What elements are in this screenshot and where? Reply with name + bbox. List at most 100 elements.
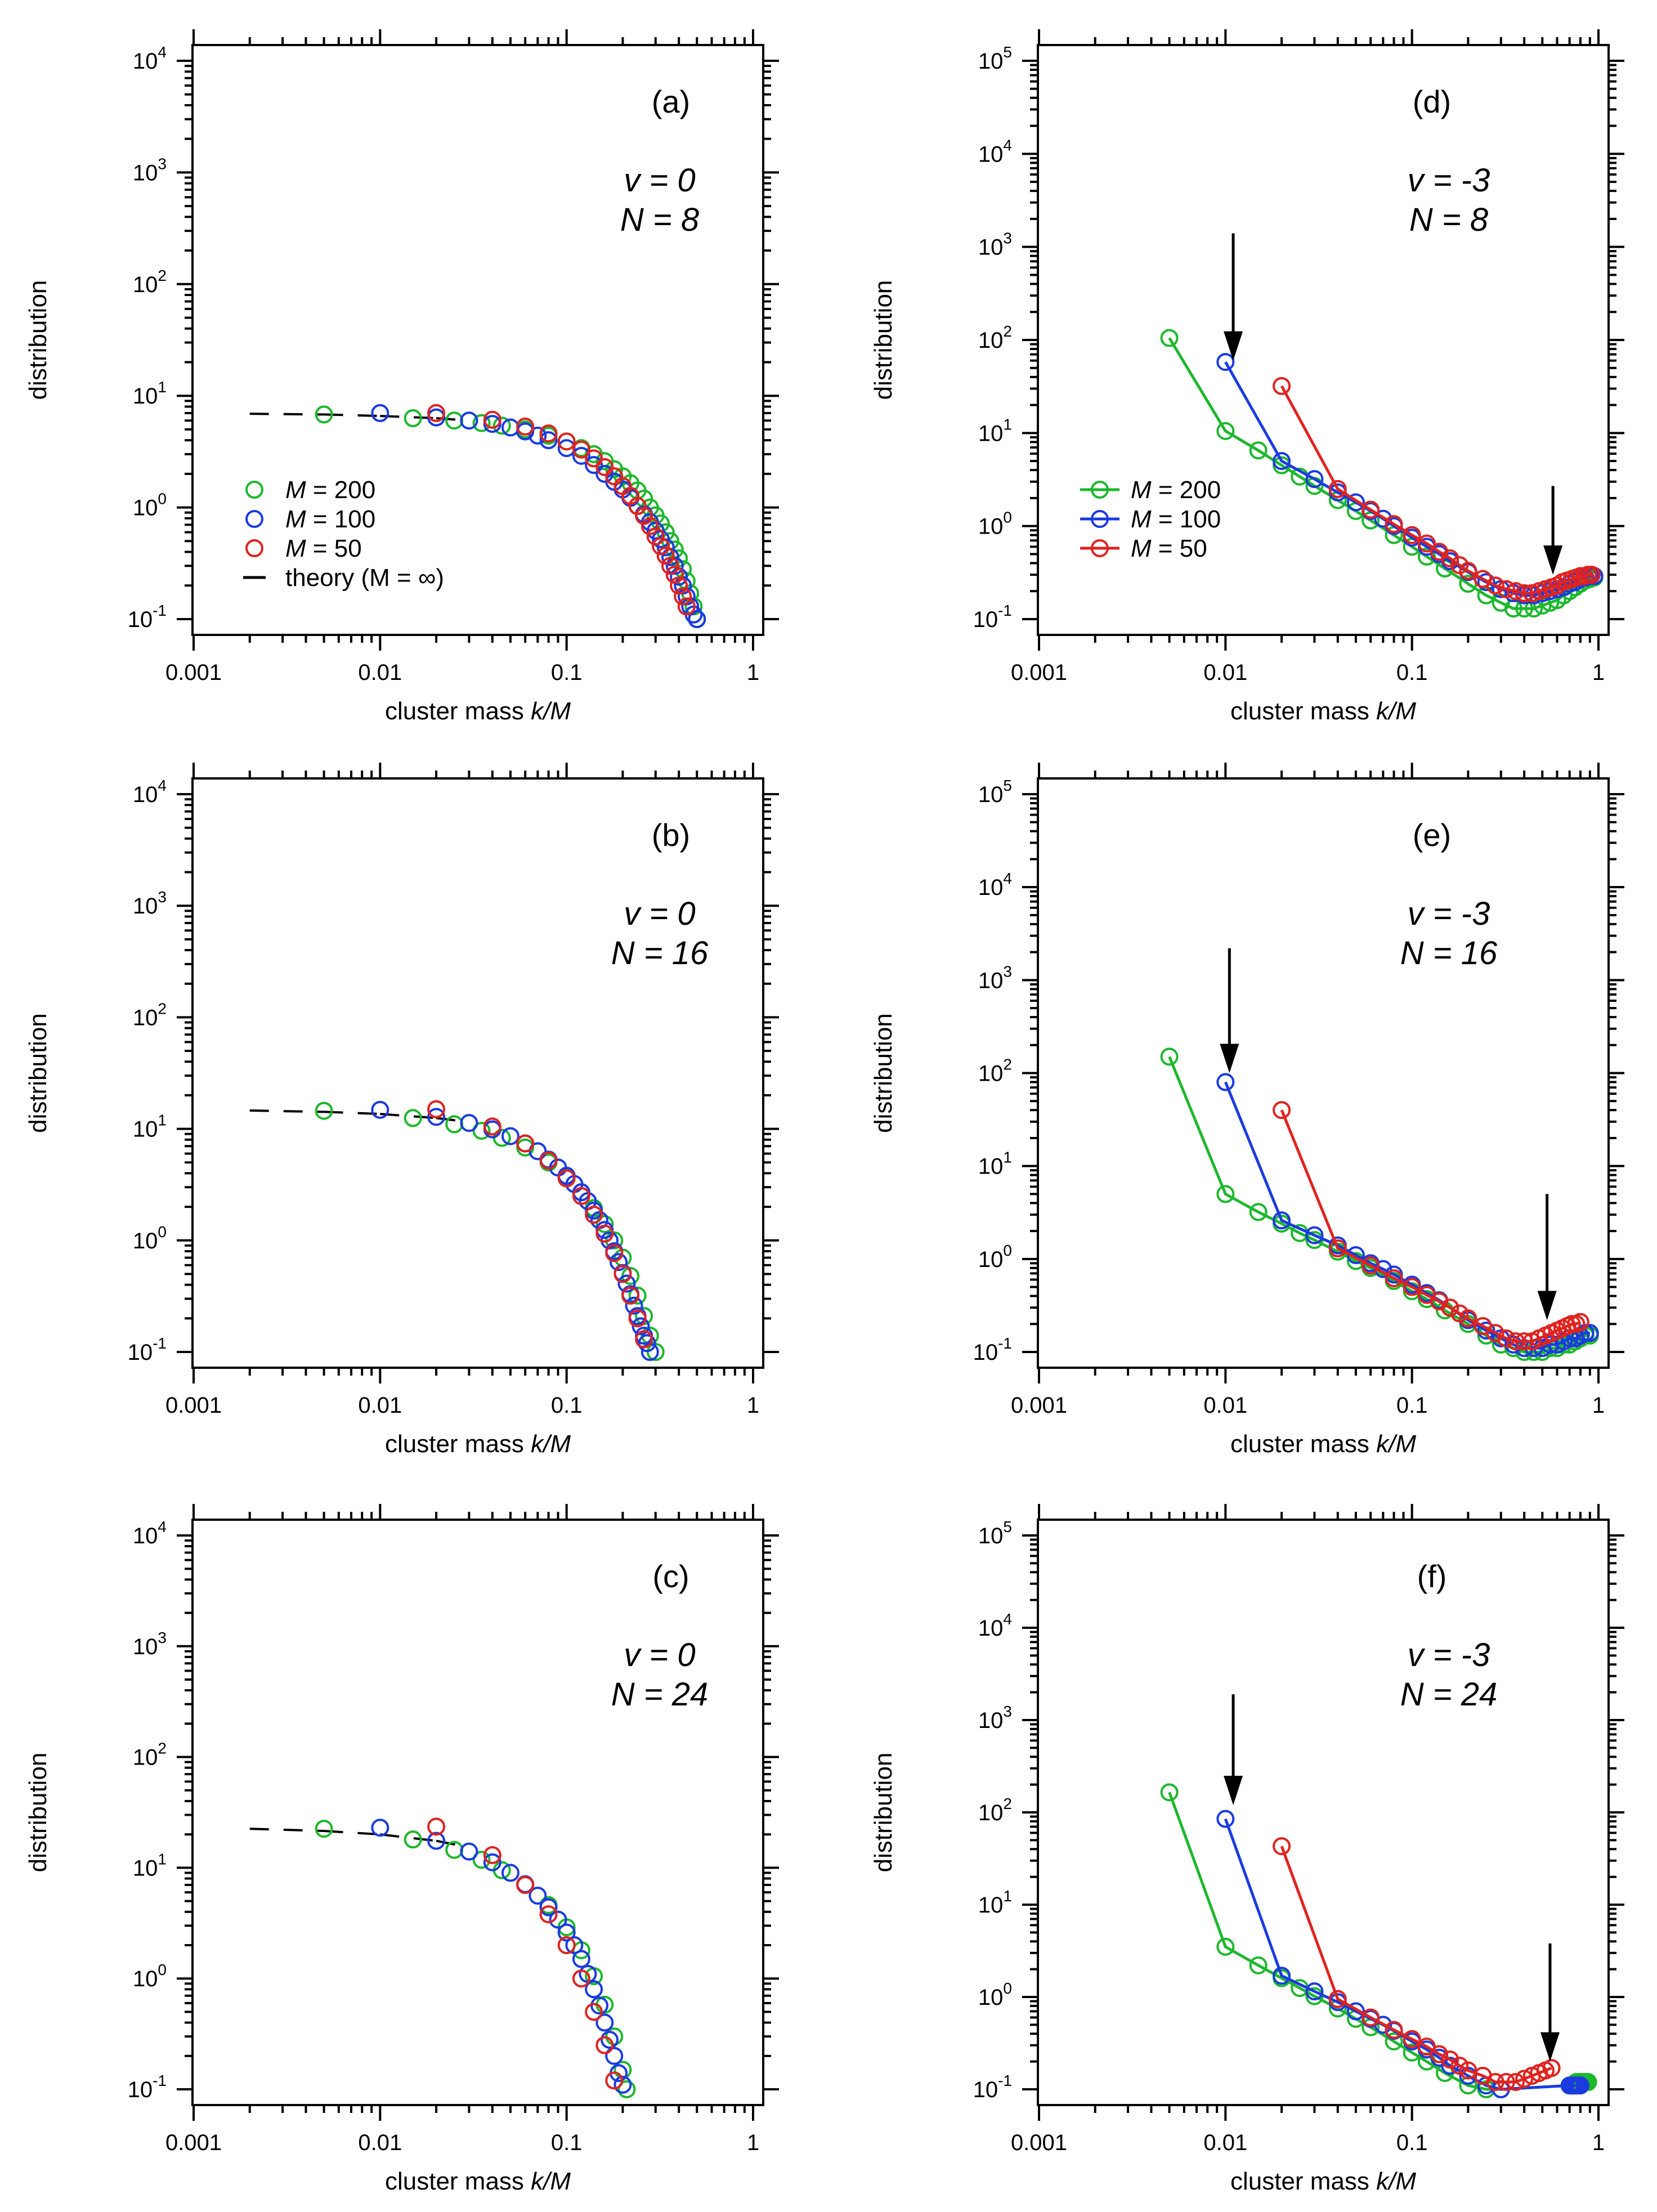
x-axis-title-var: k/M — [531, 2168, 571, 2195]
point-M50 — [557, 1936, 576, 1954]
plot-area — [1160, 233, 1604, 618]
y-tick-exponent: -1 — [998, 1335, 1012, 1352]
y-tick-exponent: 2 — [1003, 1795, 1012, 1812]
point-M100 — [460, 1842, 478, 1861]
y-tick-label: 101 — [133, 1850, 167, 1880]
y-tick-label: 101 — [978, 1149, 1012, 1179]
y-tick-exponent: 1 — [1003, 1149, 1012, 1166]
point-M50 — [1441, 2050, 1459, 2069]
point-M100 — [632, 1317, 650, 1336]
point-M50 — [483, 1117, 501, 1136]
legend-marker-M100 — [245, 510, 263, 528]
point-M50 — [585, 1206, 603, 1224]
x-tick-label: 0.01 — [1203, 660, 1247, 685]
x-axis: 0.001 0.01 0.1 1 — [165, 29, 759, 685]
y-tick-exponent: -1 — [998, 2072, 1012, 2089]
y-tick-exponent: 3 — [158, 155, 167, 172]
point-M50 — [674, 587, 692, 606]
y-axis-title: distribution — [870, 280, 897, 400]
theory-dash — [324, 413, 343, 417]
point-M50 — [621, 1286, 640, 1305]
point-M100 — [610, 1253, 628, 1271]
point-M200 — [472, 1851, 491, 1869]
y-tick-label: 104 — [978, 1610, 1012, 1641]
point-M100 — [1571, 2076, 1589, 2095]
y-tick-label: 105 — [978, 777, 1012, 807]
point-M50 — [670, 576, 688, 595]
theory-dash — [380, 415, 400, 418]
point-M100 — [427, 1832, 446, 1850]
point-M100 — [549, 1910, 567, 1929]
y-tick-exponent: 0 — [1003, 1980, 1012, 1997]
point-M50 — [539, 424, 558, 443]
plot-frame — [191, 44, 764, 636]
y-tick-mantissa: 10 — [128, 1340, 153, 1365]
point-M50 — [1450, 2057, 1469, 2075]
point-M200 — [315, 1820, 333, 1838]
theory-dash — [414, 1115, 433, 1119]
x-tick-label: 0.001 — [1011, 660, 1067, 685]
y-tick-label: 101 — [133, 1112, 167, 1142]
point-M50 — [557, 1169, 576, 1188]
point-M50 — [1273, 377, 1291, 395]
x-tick-label: 0.001 — [165, 1393, 222, 1418]
point-M50 — [635, 507, 653, 525]
point-M200 — [1385, 2032, 1403, 2050]
point-M50 — [1459, 562, 1477, 580]
y-tick-label: 10-1 — [128, 602, 167, 632]
y-tick-mantissa: 10 — [133, 1745, 158, 1770]
y-tick-exponent: 0 — [158, 490, 167, 508]
y-tick-exponent: -1 — [153, 602, 167, 619]
legend-symbol: M — [285, 505, 306, 533]
legend-text-value: = 200 — [306, 476, 376, 504]
y-tick-label: 104 — [978, 870, 1012, 900]
y-tick-mantissa: 10 — [978, 142, 1004, 167]
param-v: v = -3 — [1408, 162, 1490, 199]
y-tick-exponent: -1 — [153, 1335, 167, 1352]
point-M50 — [1430, 2045, 1449, 2063]
x-axis-title-var: k/M — [1376, 2168, 1416, 2195]
y-tick-mantissa: 10 — [133, 782, 158, 807]
y-axis-title: distribution — [24, 280, 52, 400]
legend-label: M = 100 — [285, 505, 375, 533]
param-n: N = 24 — [611, 1676, 709, 1713]
point-M200 — [492, 417, 511, 435]
y-tick-mantissa: 10 — [978, 968, 1004, 993]
point-M200 — [1160, 329, 1179, 347]
y-tick-label: 101 — [133, 378, 167, 409]
x-axis-title: cluster mass k/M — [1230, 697, 1416, 725]
point-M200 — [628, 1286, 647, 1305]
point-M100 — [557, 1923, 576, 1942]
y-tick-mantissa: 10 — [133, 1117, 158, 1142]
legend-label: M = 200 — [1131, 476, 1221, 504]
y-tick-mantissa: 10 — [133, 272, 158, 297]
x-axis-title: cluster mass k/M — [1230, 1430, 1416, 1458]
x-tick-label: 0.01 — [1203, 2130, 1247, 2155]
point-M100 — [460, 1114, 478, 1132]
y-tick-label: 104 — [133, 43, 167, 74]
point-M100 — [371, 1100, 389, 1119]
x-axis-title-text: cluster mass — [1230, 1430, 1376, 1458]
point-M200 — [617, 2080, 636, 2098]
panel-d: 0.001 0.01 0.1 110-1100101102103104105clust… — [870, 29, 1624, 725]
x-tick-label: 0.1 — [1396, 2130, 1428, 2155]
point-M100 — [565, 1936, 584, 1954]
point-M100 — [572, 1950, 590, 1968]
point-M50 — [1385, 1269, 1403, 1288]
y-tick-exponent: 4 — [1003, 1610, 1012, 1628]
y-tick-mantissa: 10 — [133, 160, 158, 185]
point-M50 — [646, 527, 665, 546]
y-tick-label: 102 — [133, 1740, 167, 1770]
y-tick-exponent: 1 — [158, 378, 167, 396]
point-M200 — [1160, 1783, 1179, 1802]
point-M100 — [617, 1274, 636, 1293]
x-axis-title-text: cluster mass — [1230, 697, 1376, 725]
y-tick-exponent: 3 — [1003, 1703, 1012, 1720]
point-M200 — [1249, 441, 1268, 460]
point-M50 — [635, 1330, 653, 1349]
point-M50 — [516, 1875, 535, 1894]
point-M200 — [404, 1109, 422, 1127]
panel-label: (c) — [652, 1559, 689, 1594]
point-M50 — [641, 517, 659, 535]
